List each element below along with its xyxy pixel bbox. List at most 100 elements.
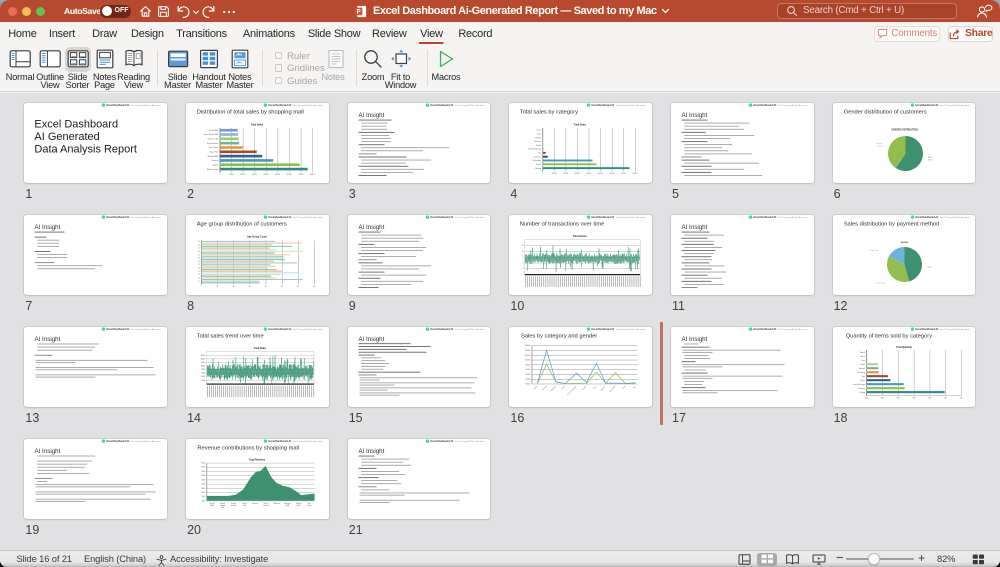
svg-text:20: 20 [198,274,200,276]
svg-text:Metropol: Metropol [285,502,292,505]
svg-text:Distribution of total sales by: Distribution of total sales by shopping … [197,110,304,116]
svg-text:Forum: Forum [231,502,236,505]
svg-text:AI Insight: AI Insight [358,112,384,119]
svg-text:60000: 60000 [201,373,205,375]
svg-text:Total Sales: Total Sales [254,347,267,350]
svg-text:56: 56 [198,245,200,247]
svg-text:Your Personal AI Data Assistan: Your Personal AI Data Assistant [454,328,484,331]
svg-text:90000: 90000 [202,463,206,465]
svg-text:Female: Female [876,143,882,145]
svg-text:Total sales trend over time: Total sales trend over time [197,334,264,340]
svg-text:Transactions: Transactions [573,235,588,238]
svg-text:20000: 20000 [201,380,205,382]
svg-text:Cosmetics: Cosmetics [534,156,542,159]
svg-text:500000: 500000 [275,174,280,176]
svg-text:Cosmetics: Cosmetics [857,387,865,390]
svg-text:500000: 500000 [598,173,603,175]
svg-text:Istanbul: Istanbul [231,504,237,507]
svg-text:Excel Dashboard AI: Excel Dashboard AI [753,104,776,107]
svg-text:Toys: Toys [538,153,542,155]
svg-text:10000: 10000 [202,496,206,498]
svg-text:200000: 200000 [526,379,531,381]
svg-text:1400000: 1400000 [525,350,531,352]
svg-text:1600000: 1600000 [525,345,531,347]
svg-text:Your Personal AI Data Assistan: Your Personal AI Data Assistant [293,216,323,219]
svg-text:100000: 100000 [552,173,557,175]
svg-text:AI Insight: AI Insight [35,448,61,455]
svg-text:Excel Dashboard AI: Excel Dashboard AI [915,328,938,331]
svg-text:Excel Dashboard AI: Excel Dashboard AI [430,104,453,107]
svg-text:40: 40 [198,258,200,260]
svg-text:300000: 300000 [252,174,257,176]
svg-text:00000: 00000 [202,501,206,503]
svg-text:Food & Beverage: Food & Beverage [567,385,578,396]
svg-text:Center: Center [307,504,312,507]
svg-text:Your Personal AI Data Assistan: Your Personal AI Data Assistant [454,440,484,443]
svg-text:Dress: Dress [860,355,864,358]
svg-text:Zorlu Center: Zorlu Center [209,146,219,149]
svg-text:Clothing: Clothing [541,385,547,391]
svg-text:140: 140 [313,286,316,288]
svg-text:Your Personal AI Data Assistan: Your Personal AI Data Assistant [131,216,161,219]
svg-text:Male: Male [928,157,932,159]
svg-text:Cosmetics: Cosmetics [550,385,557,392]
svg-text:Clothing: Clothing [535,167,541,170]
svg-text:AVM: AVM [286,504,290,507]
svg-text:59.5%: 59.5% [928,159,933,161]
svg-text:Excel Dashboard AI: Excel Dashboard AI [107,440,130,443]
svg-text:Your Personal AI Data Assistan: Your Personal AI Data Assistant [131,440,161,443]
svg-text:Your Personal AI Data Assistan: Your Personal AI Data Assistant [293,440,323,443]
svg-text:800000: 800000 [526,365,531,367]
svg-text:100: 100 [281,286,284,288]
svg-text:Excel Dashboard AI: Excel Dashboard AI [430,216,453,219]
svg-text:Excel Dashboard AI: Excel Dashboard AI [430,328,453,331]
svg-text:400000: 400000 [526,374,531,376]
svg-text:Total Sales: Total Sales [251,123,264,126]
svg-text:Your Personal AI Data Assistan: Your Personal AI Data Assistant [939,216,969,219]
svg-text:Forum Istanbul: Forum Istanbul [207,142,219,145]
svg-text:Models: Models [582,386,587,391]
svg-text:Cevahir: Cevahir [209,502,215,505]
svg-text:48: 48 [198,251,200,253]
svg-text:Sales by category and gender: Sales by category and gender [521,334,597,340]
svg-text:AI Insight: AI Insight [35,224,61,231]
svg-text:Books: Books [537,145,542,147]
svg-text:20000: 20000 [202,492,206,494]
svg-text:0: 0 [219,174,220,176]
svg-text:Books: Books [534,386,539,391]
svg-text:Viaport Outlet: Viaport Outlet [208,138,219,141]
svg-text:100000: 100000 [201,366,206,368]
svg-text:Istinye: Istinye [242,502,247,505]
svg-text:Square: Square [220,504,225,507]
svg-text:Technology: Technology [533,160,542,162]
svg-text:Age Group Count: Age Group Count [247,235,267,238]
svg-text:24: 24 [198,271,200,273]
svg-text:Cash: Cash [927,267,931,269]
svg-text:60: 60 [198,241,200,243]
svg-text:Kanyon: Kanyon [253,503,258,505]
svg-text:0000: 0000 [864,398,867,400]
svg-text:60: 60 [249,286,251,288]
svg-text:Excel Dashboard AI: Excel Dashboard AI [107,328,130,331]
svg-text:Your Personal AI Data Assistan: Your Personal AI Data Assistant [616,328,646,331]
svg-text:Excel Dashboard AI: Excel Dashboard AI [592,216,615,219]
svg-text:1000: 1000 [880,398,883,400]
svg-text:12: 12 [522,245,524,247]
svg-text:0: 0 [542,173,543,175]
svg-text:Your Personal AI Data Assistan: Your Personal AI Data Assistant [131,104,161,107]
svg-text:Number of transactions over ti: Number of transactions over time [520,222,604,228]
svg-text:Technology: Technology [610,386,617,393]
svg-text:AI Generated: AI Generated [35,131,100,143]
svg-text:Your Personal AI Data Assistan: Your Personal AI Data Assistant [454,216,484,219]
svg-text:Food & Beverage: Food & Beverage [852,383,864,386]
svg-text:50000: 50000 [202,480,206,482]
svg-text:Models: Models [860,352,865,354]
svg-text:Books: Books [860,364,865,366]
svg-text:AI Insight: AI Insight [682,112,708,119]
svg-text:Total sales by category: Total sales by category [520,110,578,116]
svg-text:0: 0 [201,286,202,288]
svg-text:40000: 40000 [201,376,205,378]
svg-text:70000: 70000 [202,471,206,473]
svg-text:Clothing: Clothing [859,391,865,394]
svg-text:Your Personal AI Data Assistan: Your Personal AI Data Assistant [454,104,484,107]
